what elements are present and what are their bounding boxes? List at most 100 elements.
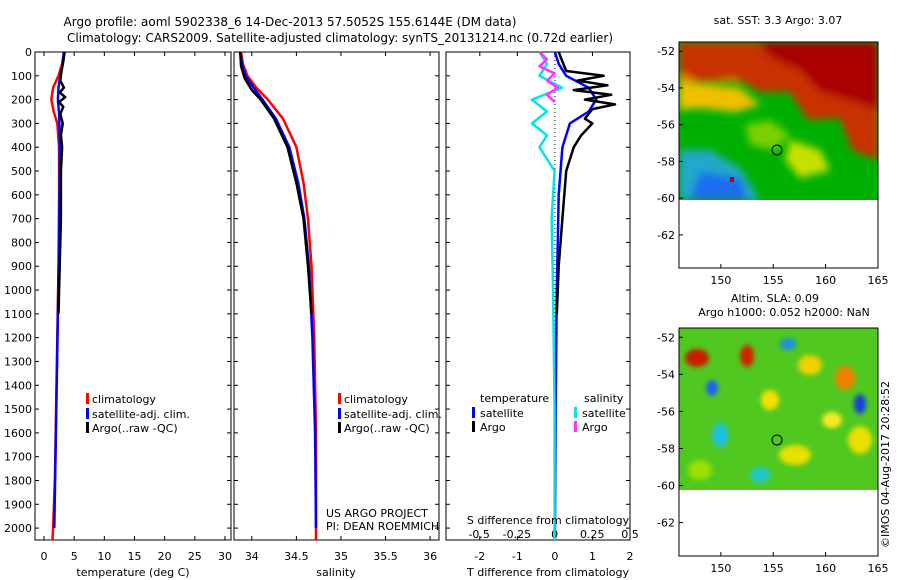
map-x-tick-label: 165 bbox=[868, 274, 889, 287]
legend-swatch-argo bbox=[338, 422, 341, 433]
legend-swatch-s-argo bbox=[574, 421, 577, 432]
sla-map-no-data bbox=[679, 490, 878, 556]
sla-eddy-high bbox=[761, 390, 779, 410]
map-x-tick-label: 160 bbox=[815, 274, 836, 287]
x-tick-label: 35.5 bbox=[373, 550, 398, 563]
temperature-x-axis-label: temperature (deg C) bbox=[76, 566, 189, 579]
sst-map-axes: 150 155 160 165 -52 -54 -56 -58 -60 -62 bbox=[657, 45, 888, 287]
sla-eddy-low bbox=[854, 394, 866, 414]
series-line-satellite-adj-clim bbox=[238, 51, 318, 529]
y-tick-label: 1800 bbox=[4, 474, 32, 487]
sst-map-frame bbox=[678, 41, 879, 269]
y-tick-label: 0 bbox=[25, 46, 32, 59]
temperature-plot-frame bbox=[34, 51, 232, 541]
legend-label-t-argo: Argo bbox=[480, 421, 506, 434]
series-line-argo-raw-qc bbox=[238, 51, 313, 314]
difference-plot: -2 -1 0 1 2-0.5 -0.25 0 0.25 0.5 bbox=[446, 51, 639, 563]
map-x-tick-label: 155 bbox=[763, 274, 784, 287]
legend-swatch-t-satellite bbox=[472, 407, 475, 418]
imos-credit: ©IMOS 04-Aug-2017 20:28:52 bbox=[879, 381, 892, 548]
map-y-tick-label: -54 bbox=[657, 82, 675, 95]
series-line-climatology bbox=[239, 51, 318, 540]
map-x-tick-label: 150 bbox=[710, 562, 731, 575]
y-tick-label: 1200 bbox=[4, 332, 32, 345]
sst-region-mild2 bbox=[785, 140, 830, 178]
temperature-legend: climatology satellite-adj. clim. Argo(..… bbox=[86, 393, 190, 435]
difference-plot-frame bbox=[445, 51, 631, 541]
y-tick-label: 200 bbox=[11, 94, 32, 107]
y-tick-label: 100 bbox=[11, 70, 32, 83]
sla-map-frame bbox=[678, 327, 879, 557]
legend-label-satellite: satellite-adj. clim. bbox=[92, 408, 190, 421]
project-annotation: US ARGO PROJECT bbox=[326, 507, 428, 520]
sla-map-axes: 150 155 160 165 -52 -54 -56 -58 -60 -62 bbox=[657, 331, 888, 575]
x-tick-label: 1 bbox=[589, 550, 596, 563]
y-tick-label: 600 bbox=[11, 189, 32, 202]
sla-eddy-high bbox=[798, 355, 822, 375]
map-x-tick-label: 155 bbox=[763, 562, 784, 575]
difference-x2-label: S difference from climatology bbox=[467, 514, 630, 527]
sla-eddy-low bbox=[780, 338, 796, 350]
y-tick-label: 400 bbox=[11, 141, 32, 154]
y-tick-label: 1500 bbox=[4, 403, 32, 416]
legend-label-s-argo: Argo bbox=[582, 421, 608, 434]
sst-map-no-data bbox=[679, 200, 878, 268]
salinity-legend: climatology satellite-adj. clim. Argo(..… bbox=[338, 393, 442, 435]
legend-swatch-satellite bbox=[86, 408, 89, 419]
y-tick-label: 2000 bbox=[4, 522, 32, 535]
x-tick-label: 36 bbox=[423, 550, 437, 563]
sla-eddy-high bbox=[822, 412, 842, 428]
map-y-tick-label: -62 bbox=[657, 517, 675, 530]
legend-label-argo: Argo(..raw -QC) bbox=[344, 422, 430, 435]
map-x-tick-label: 160 bbox=[815, 562, 836, 575]
sst-map-title: sat. SST: 3.3 Argo: 3.07 bbox=[714, 14, 843, 27]
sla-eddy-low bbox=[750, 467, 770, 483]
x2-tick-label: -0.5 bbox=[468, 528, 489, 541]
map-y-tick-label: -60 bbox=[657, 192, 675, 205]
x-tick-label: 20 bbox=[158, 550, 172, 563]
salinity-plot: 34 34.5 35 35.5 36 bbox=[234, 51, 439, 563]
series-line-s-satellite bbox=[530, 51, 564, 540]
y-tick-label: 1300 bbox=[4, 355, 32, 368]
sla-eddy-low bbox=[712, 423, 728, 447]
series-line-s-argo bbox=[538, 51, 559, 103]
argo-float-marker bbox=[771, 144, 783, 156]
sst-region-orange bbox=[679, 82, 760, 112]
legend-header-temperature: temperature bbox=[480, 392, 549, 405]
legend-swatch-s-satellite bbox=[574, 407, 577, 418]
x2-tick-label: 0.5 bbox=[621, 528, 639, 541]
legend-header-salinity: salinity bbox=[584, 392, 624, 405]
x-tick-label: 0 bbox=[41, 550, 48, 563]
legend-swatch-argo bbox=[86, 422, 89, 433]
series-line-argo-raw-qc bbox=[57, 51, 67, 314]
y-tick-label: 1000 bbox=[4, 284, 32, 297]
x-tick-label: 10 bbox=[97, 550, 111, 563]
x-tick-label: 35 bbox=[334, 550, 348, 563]
figure-title-line2: Climatology: CARS2009. Satellite-adjuste… bbox=[67, 31, 613, 45]
x-tick-label: 34 bbox=[245, 550, 259, 563]
map-y-tick-label: -58 bbox=[657, 442, 675, 455]
y-tick-label: 800 bbox=[11, 236, 32, 249]
sst-region-hottest bbox=[760, 42, 878, 110]
x-tick-label: 15 bbox=[128, 550, 142, 563]
y-tick-label: 1900 bbox=[4, 498, 32, 511]
legend-swatch-climatology bbox=[338, 393, 341, 404]
sla-map-title: Altim. SLA: 0.09 bbox=[731, 292, 819, 305]
y-tick-label: 300 bbox=[11, 117, 32, 130]
temperature-plot: 0100200300400500600700800900100011001200… bbox=[4, 46, 232, 563]
legend-label-satellite: satellite-adj. clim. bbox=[344, 408, 442, 421]
x-tick-label: 30 bbox=[218, 550, 232, 563]
x-tick-label: 5 bbox=[71, 550, 78, 563]
x-tick-label: 2 bbox=[627, 550, 634, 563]
y-tick-label: 500 bbox=[11, 165, 32, 178]
x-tick-label: -2 bbox=[474, 550, 485, 563]
legend-label-argo: Argo(..raw -QC) bbox=[92, 422, 178, 435]
argo-float-marker bbox=[771, 434, 783, 446]
map-y-tick-label: -56 bbox=[657, 405, 675, 418]
legend-label-t-satellite: satellite bbox=[480, 407, 524, 420]
map-y-tick-label: -52 bbox=[657, 331, 675, 344]
series-line-t-argo bbox=[555, 51, 617, 314]
y-tick-label: 1400 bbox=[4, 379, 32, 392]
legend-swatch-climatology bbox=[86, 393, 89, 404]
